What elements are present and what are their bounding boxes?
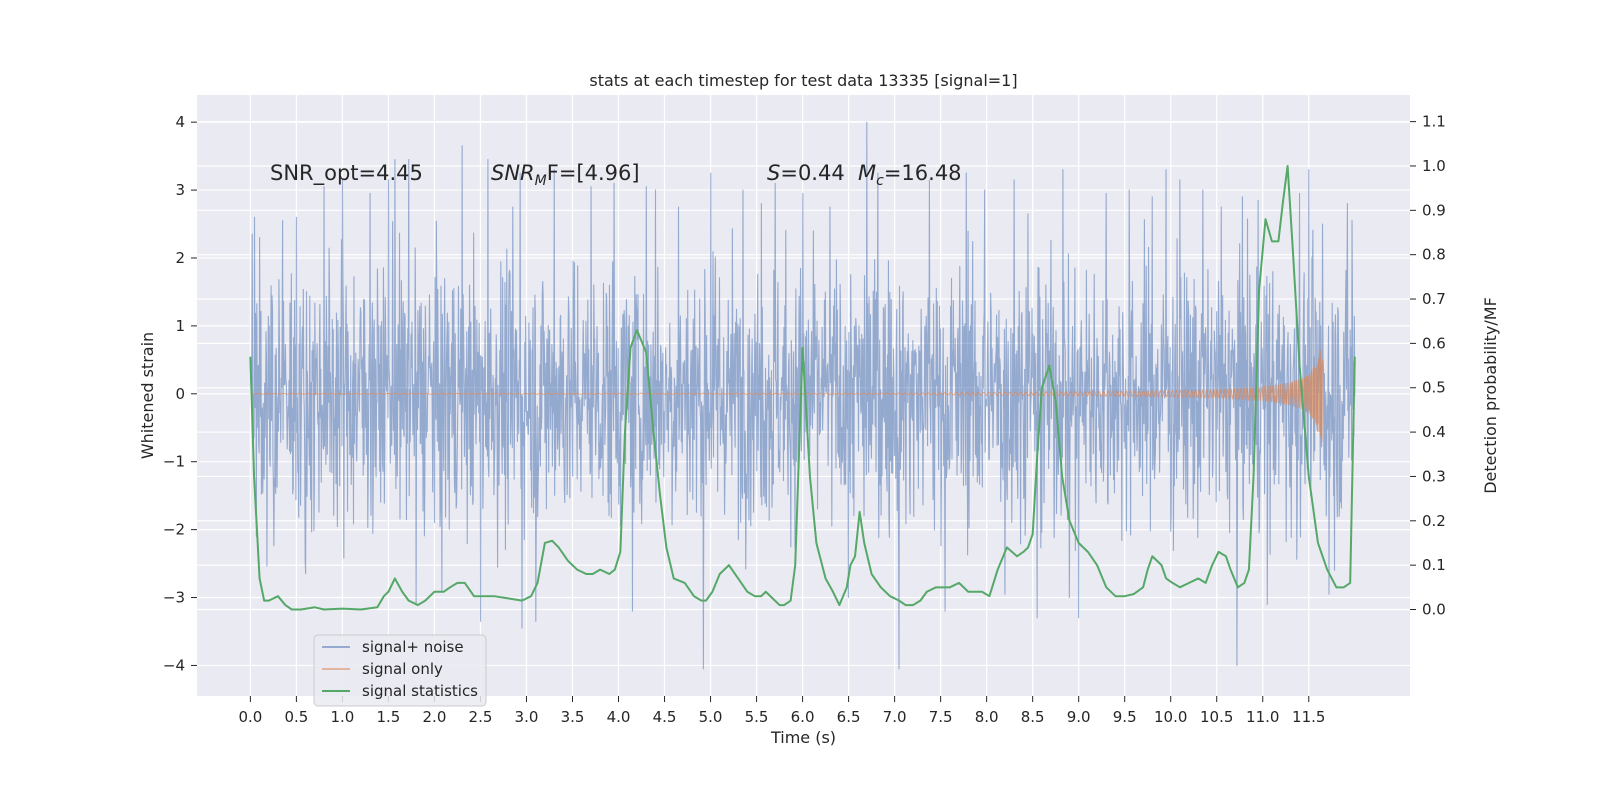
legend-label: signal statistics — [362, 682, 478, 700]
x-tick-label: 5.0 — [699, 708, 723, 726]
annotation-mc: Mc=16.48 — [858, 161, 962, 189]
x-tick-label: 11.5 — [1292, 708, 1325, 726]
annotation-s-symbol: S — [767, 161, 780, 185]
y2-tick-label: 0.8 — [1422, 246, 1446, 264]
signal-noise-line — [249, 121, 1356, 670]
x-tick-label: 0.0 — [238, 708, 262, 726]
y-tick-label: 0 — [175, 385, 185, 403]
x-tick-label: 6.5 — [837, 708, 861, 726]
annotations: SNR_opt=4.45 SNRMF=[4.96] S=0.44 Mc=16.48 — [270, 161, 962, 189]
y2-tick-label: 0.1 — [1422, 556, 1446, 574]
legend-box — [313, 634, 487, 707]
annotation-mc-symbol: M — [858, 161, 876, 185]
y2-tick-label: 0.3 — [1422, 467, 1446, 485]
legend-label: signal only — [362, 660, 443, 678]
x-tick-label: 8.0 — [975, 708, 999, 726]
legend: signal+ noise signal only signal statistic… — [313, 634, 487, 707]
x-tick-label: 6.0 — [791, 708, 815, 726]
y2-tick-label: 0.6 — [1422, 334, 1446, 352]
x-tick-label: 10.0 — [1154, 708, 1187, 726]
series-signal-statistics — [249, 164, 1356, 611]
annotation-mc-subscript: c — [876, 173, 884, 189]
x-axis-label: Time (s) — [770, 728, 836, 747]
x-tick-label: 5.5 — [745, 708, 769, 726]
signal-only-line — [250, 349, 1324, 442]
y2-axis-label: Detection probability/MF — [1481, 297, 1500, 494]
series-signal-noise — [249, 121, 1356, 670]
y-tick-label: 4 — [175, 113, 185, 131]
y2-tick-label: 0.2 — [1422, 512, 1446, 530]
y2-tick-label: 1.1 — [1422, 113, 1446, 131]
signal-statistics-line — [249, 164, 1356, 611]
x-tick-label: 4.0 — [607, 708, 631, 726]
y-tick-label: −4 — [163, 656, 185, 674]
annotation-mc-value: =16.48 — [884, 161, 962, 185]
annotation-s: S=0.44 — [767, 161, 845, 185]
annotation-snr-mf-symbol: SNR — [491, 161, 535, 185]
x-tick-label: 8.5 — [1021, 708, 1045, 726]
x-tick-label: 10.5 — [1200, 708, 1233, 726]
y-tick-label: −2 — [163, 521, 185, 539]
x-tick-label: 0.5 — [284, 708, 308, 726]
y2-tick-label: 1.0 — [1422, 157, 1446, 175]
annotation-snr-mf-subscript: M — [535, 173, 547, 189]
x-tick-label: 3.5 — [561, 708, 585, 726]
x-tick-label: 4.5 — [653, 708, 677, 726]
annotation-snr-mf: SNRMF=[4.96] — [491, 161, 640, 189]
annotation-snr-opt: SNR_opt=4.45 — [270, 161, 423, 186]
y2-tick-label: 0.7 — [1422, 290, 1446, 308]
y-tick-label: 1 — [175, 317, 185, 335]
y-tick-label: 3 — [175, 181, 185, 199]
legend-label: signal+ noise — [362, 638, 464, 656]
axes: 0.0 0.5 1.0 1.5 2.0 2.5 3.0 3.5 4.0 4.5 5.0 5.5 6.0 6… — [163, 113, 1446, 726]
y2-tick-label: 0.5 — [1422, 379, 1446, 397]
y-tick-label: 2 — [175, 249, 185, 267]
x-tick-label: 7.0 — [883, 708, 907, 726]
y-axis-label: Whitened strain — [138, 332, 157, 459]
y2-tick-label: 0.0 — [1422, 601, 1446, 619]
y-tick-label: −3 — [163, 589, 185, 607]
y2-tick-label: 0.9 — [1422, 201, 1446, 219]
x-tick-label: 2.0 — [423, 708, 447, 726]
x-tick-label: 1.0 — [330, 708, 354, 726]
x-tick-label: 2.5 — [469, 708, 493, 726]
x-tick-label: 9.0 — [1067, 708, 1091, 726]
annotation-s-value: =0.44 — [780, 161, 844, 185]
x-tick-label: 1.5 — [376, 708, 400, 726]
chart-title: stats at each timestep for test data 133… — [589, 71, 1017, 90]
x-tick-label: 11.0 — [1246, 708, 1279, 726]
x-tick-label: 9.5 — [1113, 708, 1137, 726]
series-signal-only — [250, 349, 1324, 442]
x-tick-label: 3.0 — [515, 708, 539, 726]
y-tick-label: −1 — [163, 453, 185, 471]
x-tick-label: 7.5 — [929, 708, 953, 726]
y2-tick-label: 0.4 — [1422, 423, 1446, 441]
annotation-snr-mf-value: F=[4.96] — [547, 161, 640, 185]
